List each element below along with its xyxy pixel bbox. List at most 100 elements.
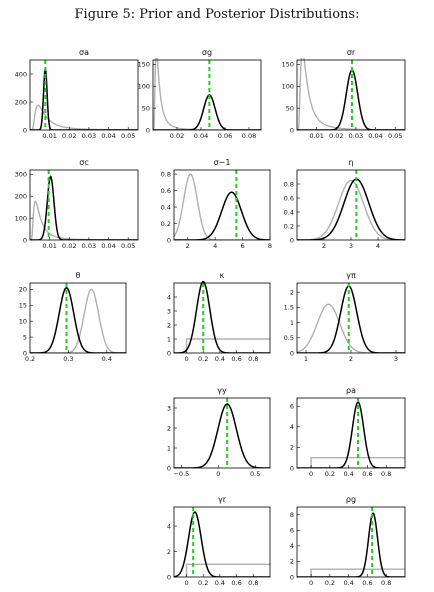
axes-box (29, 169, 139, 241)
prior-curve (185, 563, 270, 577)
x-tick-label: 2 (349, 355, 353, 363)
x-tick-label: 0.06 (218, 132, 232, 140)
prior-curve (153, 58, 261, 130)
panel-10: 0 0.2 0.4 0.6 0.8 0 2 4 6 ρa (290, 386, 406, 478)
x-tick-label: 0.4 (343, 470, 353, 478)
posterior-curve (174, 403, 270, 468)
y-tick-label: 4 (167, 522, 171, 530)
y-tick-label: 0 (290, 349, 294, 357)
y-tick-label: 15 (19, 302, 27, 310)
y-tick-label: 1 (167, 335, 171, 343)
x-tick-label: 1 (304, 355, 308, 363)
prior-curve (185, 338, 270, 353)
posterior-curve (30, 68, 138, 130)
panel-7: 0 0.2 0.4 0.6 0.8 0 1 2 3 4 κ (167, 271, 271, 363)
x-tick-label: 0.2 (325, 470, 335, 478)
x-tick-label: 6 (241, 242, 245, 250)
posterior-curve (174, 281, 270, 353)
y-tick-label: 0.2 (161, 220, 171, 228)
x-tick-label: 0 (184, 355, 188, 363)
x-tick-label: 0.04 (194, 132, 208, 140)
x-tick-label: 0 (309, 470, 313, 478)
y-tick-label: 10 (19, 317, 27, 325)
y-tick-label: 150 (138, 61, 150, 69)
y-tick-label: 100 (282, 83, 294, 91)
axes-box (29, 59, 139, 131)
x-tick-label: 0.03 (349, 132, 363, 140)
y-tick-label: 50 (286, 104, 294, 112)
posterior-curve (30, 287, 126, 353)
y-tick-label: 200 (15, 98, 27, 106)
x-tick-label: 0.8 (248, 355, 258, 363)
y-tick-label: 0 (290, 573, 294, 581)
panel-3: 0.01 0.02 0.03 0.04 0.05 0 100 200 300 σc (15, 158, 139, 250)
x-tick-label: 0.6 (362, 579, 372, 587)
x-tick-label: 0.8 (248, 579, 258, 587)
axes-box (152, 59, 262, 131)
x-tick-label: 0.02 (62, 132, 76, 140)
x-tick-label: 0.08 (242, 132, 256, 140)
y-tick-label: 4 (290, 423, 294, 431)
y-tick-label: 8 (290, 511, 294, 519)
axes-box (29, 282, 127, 354)
posterior-curve (297, 512, 405, 577)
x-tick-label: 0.04 (101, 132, 115, 140)
y-tick-label: 3 (167, 404, 171, 412)
y-tick-label: 20 (19, 286, 27, 294)
posterior-curve (174, 511, 270, 577)
prior-curve (297, 303, 405, 353)
x-tick-label: 3 (349, 242, 353, 250)
x-tick-label: −0.5 (173, 470, 189, 478)
y-tick-label: 0.4 (161, 203, 171, 211)
panel-12: 0 0.2 0.4 0.6 0.8 0 2 4 6 8 ρg (290, 495, 406, 587)
y-tick-label: 2 (167, 321, 171, 329)
y-tick-label: 0 (23, 349, 27, 357)
axes-box (296, 59, 406, 131)
x-tick-label: 0.02 (170, 132, 184, 140)
x-tick-label: 0.05 (388, 132, 402, 140)
y-tick-label: 4 (167, 293, 171, 301)
panel-title: σr (347, 48, 356, 57)
y-tick-label: 2 (167, 424, 171, 432)
x-tick-label: 0.04 (101, 242, 115, 250)
y-tick-label: 0.8 (284, 180, 294, 188)
y-tick-label: 2 (290, 444, 294, 452)
y-tick-label: 5 (23, 333, 27, 341)
y-tick-label: 3 (167, 307, 171, 315)
x-tick-label: 0.03 (82, 242, 96, 250)
panel-title: θ (76, 271, 81, 280)
x-tick-label: 0 (184, 579, 188, 587)
panel-1: 0.02 0.04 0.06 0.08 0 50 100 150 σg (138, 48, 262, 140)
axes-box (296, 282, 406, 354)
y-tick-label: 0 (167, 349, 171, 357)
y-tick-label: 0 (23, 126, 27, 134)
x-tick-label: 0.2 (198, 355, 208, 363)
y-tick-label: 1.5 (284, 304, 294, 312)
x-tick-label: 0.2 (325, 579, 335, 587)
posterior-curve (297, 401, 405, 468)
axes-box (296, 397, 406, 469)
posterior-curve (297, 285, 405, 353)
x-tick-label: 0.04 (368, 132, 382, 140)
y-tick-label: 2 (167, 548, 171, 556)
y-tick-label: 6 (290, 403, 294, 411)
x-tick-label: 8 (268, 242, 272, 250)
y-tick-label: 0 (167, 464, 171, 472)
panel-2: 0.01 0.02 0.03 0.04 0.05 0 50 100 150 σr (282, 48, 406, 140)
x-tick-label: 0.05 (121, 242, 135, 250)
panel-8: 1 2 3 0 0.5 1 1.5 2 γπ (284, 271, 406, 363)
x-tick-label: 0.4 (102, 355, 112, 363)
x-tick-label: 0.2 (25, 355, 35, 363)
x-tick-label: 0.5 (250, 470, 260, 478)
y-tick-label: 100 (15, 214, 27, 222)
y-tick-label: 300 (15, 171, 27, 179)
panel-6: 0.2 0.3 0.4 0 5 10 15 20 θ (19, 271, 127, 363)
panel-title: ρa (346, 386, 356, 395)
axes-box (296, 506, 406, 578)
y-tick-label: 2 (290, 558, 294, 566)
x-tick-label: 0.05 (121, 132, 135, 140)
x-tick-label: 0.4 (343, 579, 353, 587)
y-tick-label: 0.2 (284, 222, 294, 230)
